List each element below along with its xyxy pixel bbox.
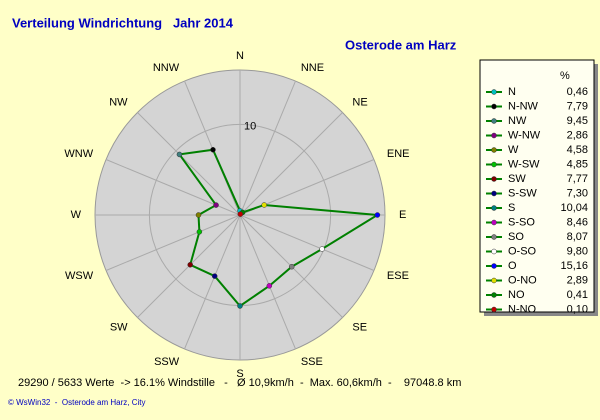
legend-marker (491, 89, 497, 95)
legend-value: 0,41 (567, 289, 588, 301)
chart-subtitle: Osterode am Harz (345, 37, 457, 52)
legend-marker (491, 147, 497, 153)
direction-label: SE (352, 321, 367, 333)
legend-marker (491, 132, 497, 139)
spoke (239, 214, 296, 350)
marker (213, 202, 219, 208)
marker (319, 246, 325, 252)
legend-value: 0,46 (567, 86, 588, 98)
r-tick-label: 10 (244, 120, 256, 132)
legend-marker (491, 205, 497, 211)
legend-label: N (508, 86, 516, 98)
legend-header: % (560, 70, 570, 82)
marker (176, 151, 183, 158)
direction-label: SW (110, 321, 128, 333)
legend-value: 9,45 (567, 115, 588, 127)
legend-value: 9,80 (567, 245, 588, 257)
legend-label: W-NW (508, 129, 541, 141)
legend (479, 59, 595, 313)
legend-label: SW (508, 173, 526, 185)
chart-title: Verteilung Windrichtung Jahr 2014 (12, 15, 234, 30)
legend-marker (491, 277, 497, 284)
legend-marker (491, 248, 497, 255)
legend-marker (491, 263, 497, 269)
marker (288, 263, 295, 270)
legend-marker (491, 176, 497, 182)
direction-label: W (71, 209, 82, 221)
legend-value: 4,85 (567, 158, 588, 170)
marker (210, 147, 216, 153)
marker (266, 283, 273, 289)
legend-value: 7,77 (567, 173, 588, 185)
legend-label: O-NO (508, 274, 537, 286)
legend-label: S-SW (508, 187, 537, 199)
direction-label: NW (109, 96, 128, 108)
direction-label: S (236, 368, 243, 380)
legend-label: NW (508, 115, 527, 127)
marker (187, 262, 193, 268)
legend-value: 8,46 (567, 216, 588, 228)
footer: 29290 / 5633 Werte -> 16.1% Windstille -… (18, 377, 461, 389)
marker (237, 211, 244, 217)
legend-marker (491, 306, 497, 313)
legend-value: 7,30 (567, 187, 588, 199)
legend-label: O-SO (508, 245, 537, 257)
spoke (239, 80, 296, 216)
direction-label: SSW (154, 356, 180, 368)
legend-value: 10,04 (560, 202, 588, 214)
legend-marker (491, 234, 497, 240)
direction-label: WNW (64, 148, 93, 160)
direction-label: WSW (65, 270, 94, 282)
legend-marker (491, 103, 497, 110)
legend-label: N-NW (508, 100, 539, 112)
spoke (105, 214, 241, 271)
direction-label: N (236, 50, 244, 62)
spoke (239, 112, 343, 216)
direction-label: NE (352, 96, 367, 108)
spoke (137, 112, 241, 216)
legend-label: N-NO (508, 303, 537, 315)
direction-label: ENE (387, 148, 410, 160)
legend-label: S-SO (508, 216, 535, 228)
marker (196, 229, 203, 235)
legend-value: 8,07 (567, 231, 588, 243)
spoke (184, 214, 241, 350)
marker (211, 273, 218, 279)
legend-marker (491, 118, 497, 124)
legend-value: 15,16 (560, 260, 588, 272)
direction-label: NNE (301, 62, 324, 74)
direction-label: E (399, 209, 406, 221)
legend-marker (491, 161, 497, 168)
legend-label: W (508, 144, 519, 156)
marker (261, 202, 267, 208)
marker (237, 303, 243, 309)
legend-value: 2,89 (567, 274, 588, 286)
legend-label: NO (508, 289, 525, 301)
legend-value: 4,58 (567, 144, 588, 156)
legend-label: O (508, 260, 517, 272)
legend-value: 2,86 (567, 129, 588, 141)
legend-marker (491, 190, 497, 197)
legend-label: S (508, 202, 515, 214)
legend-marker (491, 292, 497, 298)
spoke (239, 214, 375, 271)
legend-label: W-SW (508, 158, 540, 170)
legend-label: SO (508, 231, 524, 243)
legend-value: 7,79 (567, 100, 588, 112)
direction-label: NNW (153, 62, 180, 74)
direction-label: SSE (301, 356, 323, 368)
direction-label: ESE (387, 270, 409, 282)
marker (195, 212, 202, 218)
legend-marker (491, 219, 497, 226)
legend-value: 0,10 (567, 303, 588, 315)
marker (374, 212, 381, 218)
credit: © WsWin32 - Osterode am Harz, City (8, 398, 145, 407)
